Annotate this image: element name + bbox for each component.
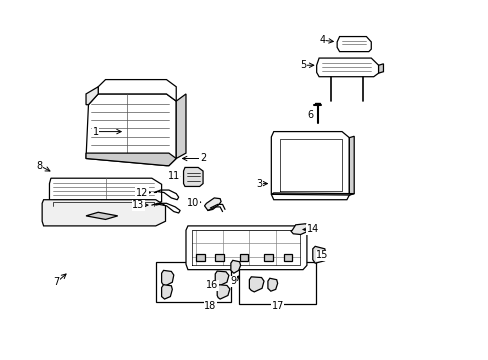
Polygon shape: [249, 277, 264, 292]
Polygon shape: [290, 224, 310, 234]
Polygon shape: [215, 271, 228, 286]
Polygon shape: [312, 246, 325, 263]
Polygon shape: [348, 136, 353, 195]
Polygon shape: [264, 253, 272, 261]
Polygon shape: [378, 64, 383, 73]
Polygon shape: [336, 37, 370, 51]
Text: 7: 7: [54, 277, 60, 287]
Text: 18: 18: [204, 301, 216, 311]
Polygon shape: [239, 253, 248, 261]
Polygon shape: [185, 226, 306, 270]
Polygon shape: [86, 153, 176, 166]
Polygon shape: [161, 270, 173, 286]
Polygon shape: [49, 178, 161, 206]
Polygon shape: [271, 193, 353, 195]
Text: 8: 8: [37, 161, 42, 171]
Text: 12: 12: [136, 188, 148, 198]
Polygon shape: [42, 200, 165, 226]
Polygon shape: [217, 285, 229, 299]
Text: 10: 10: [187, 198, 199, 208]
Polygon shape: [267, 278, 277, 291]
Text: 14: 14: [306, 225, 318, 234]
Text: 6: 6: [306, 111, 313, 121]
Bar: [156, 262, 231, 302]
Polygon shape: [86, 87, 98, 105]
Text: 15: 15: [316, 250, 328, 260]
Polygon shape: [86, 94, 176, 166]
Polygon shape: [86, 212, 118, 220]
Text: 5: 5: [299, 60, 305, 70]
Text: 3: 3: [256, 179, 262, 189]
Text: 1: 1: [93, 127, 99, 136]
Polygon shape: [191, 229, 300, 266]
Polygon shape: [215, 253, 224, 261]
Polygon shape: [195, 253, 204, 261]
Polygon shape: [183, 167, 203, 186]
Text: 4: 4: [319, 35, 325, 45]
Bar: [238, 262, 315, 304]
Text: 17: 17: [271, 301, 283, 311]
Polygon shape: [98, 80, 176, 101]
Polygon shape: [176, 94, 185, 158]
Polygon shape: [316, 58, 378, 77]
Polygon shape: [279, 139, 342, 192]
Text: 13: 13: [132, 200, 144, 210]
Text: 16: 16: [206, 280, 218, 290]
Polygon shape: [230, 260, 240, 273]
Text: 11: 11: [167, 171, 180, 181]
Text: 9: 9: [230, 276, 236, 286]
Polygon shape: [271, 132, 348, 200]
Polygon shape: [204, 198, 221, 211]
Polygon shape: [283, 253, 292, 261]
Text: 2: 2: [200, 153, 206, 163]
Polygon shape: [161, 285, 172, 299]
